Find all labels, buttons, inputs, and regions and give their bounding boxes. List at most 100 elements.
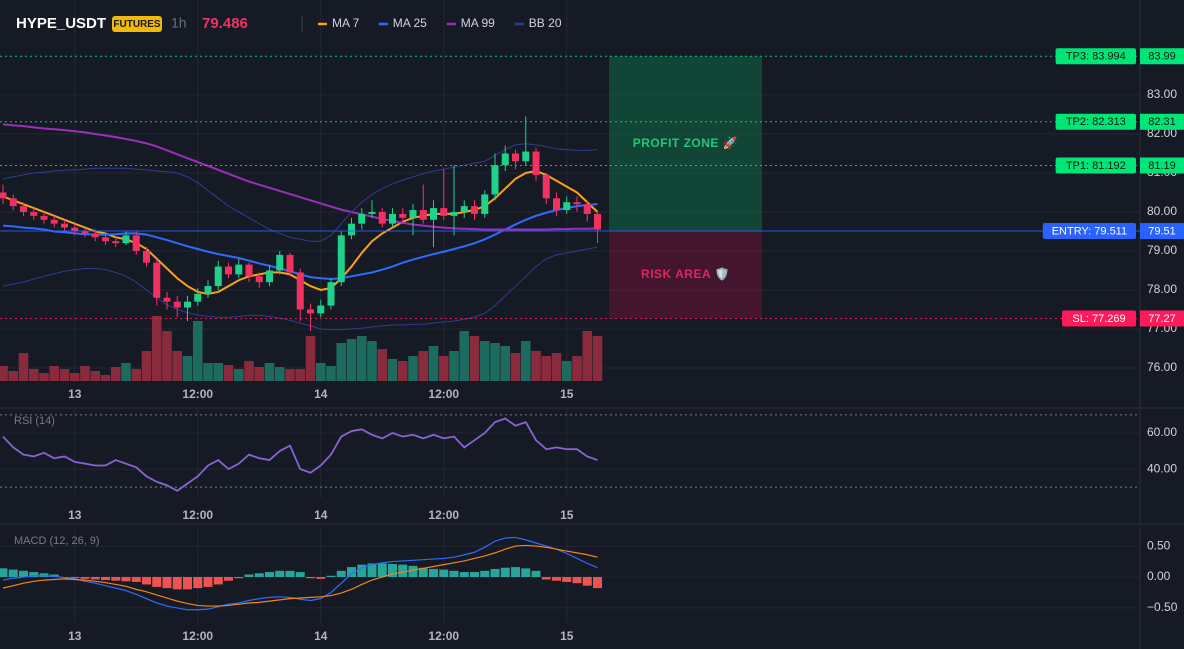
y-tick-label: 79.00: [1147, 243, 1177, 257]
volume-bar: [244, 361, 254, 381]
histogram-bar: [275, 570, 285, 577]
histogram-bar: [29, 572, 39, 577]
candle-body: [163, 297, 171, 302]
histogram-bar: [121, 577, 131, 582]
histogram-bar: [429, 568, 438, 577]
indicator-line: [2, 123, 598, 231]
candle-body: [50, 219, 58, 224]
candle-body: [245, 264, 253, 277]
candle-body: [563, 202, 571, 211]
legend-label: MA 25: [393, 16, 427, 30]
volume-bar: [285, 369, 295, 381]
volume-bar: [295, 369, 306, 381]
histogram-bar: [244, 574, 254, 577]
candle-body: [225, 266, 232, 275]
volume-bar: [28, 369, 39, 381]
candle-body: [389, 213, 396, 224]
volume-bar: [510, 353, 521, 381]
zone-label: PROFIT ZONE 🚀: [633, 136, 738, 150]
histogram-bar: [162, 577, 172, 589]
y-tick-label: 80.00: [1147, 204, 1177, 218]
y-tick-label: 40.00: [1147, 461, 1177, 475]
candle-body: [204, 286, 212, 294]
histogram-bar: [459, 572, 469, 577]
candle-body: [337, 235, 345, 283]
volume-bar: [254, 367, 265, 381]
volume-bar: [90, 371, 101, 381]
histogram-bar: [80, 577, 90, 579]
axis-tag-bg: [1140, 113, 1184, 130]
candle-body: [358, 213, 366, 224]
volume-bar: [274, 367, 285, 381]
volume-bar: [80, 366, 90, 381]
volume-bar: [162, 331, 172, 381]
volume-bar: [151, 316, 162, 381]
candle-body: [0, 192, 7, 199]
histogram-bar: [224, 577, 233, 581]
volume-bar: [408, 356, 418, 381]
volume-bar: [582, 331, 593, 381]
candle-body: [460, 206, 468, 212]
histogram-bar: [572, 577, 582, 584]
histogram-bar: [326, 575, 336, 577]
histogram-bar: [111, 577, 121, 581]
candle-body: [286, 254, 294, 273]
volume-bar: [264, 363, 275, 381]
x-tick-label: 14: [314, 387, 328, 401]
level-tag: TP1: 81.192: [1066, 160, 1126, 172]
candle-body: [399, 213, 407, 218]
x-tick-label: 12:00: [182, 387, 213, 401]
candle-body: [378, 211, 386, 224]
volume-bar: [336, 343, 347, 381]
zone: [609, 56, 762, 232]
volume-bar: [192, 321, 203, 381]
rsi-line: [2, 417, 598, 492]
volume-bar: [233, 369, 244, 381]
histogram-bar: [152, 577, 162, 587]
histogram-bar: [336, 570, 346, 577]
axis-tag: 77.27: [1148, 313, 1176, 325]
axis-tag: 79.51: [1148, 225, 1176, 237]
x-tick-label: 13: [68, 629, 82, 643]
candle-body: [184, 301, 191, 308]
histogram-bar: [306, 577, 315, 579]
candle-body: [153, 262, 161, 298]
histogram-bar: [541, 577, 551, 580]
histogram-bar: [295, 572, 305, 577]
histogram-bar: [511, 567, 520, 577]
volume-bar: [213, 363, 224, 381]
histogram-bar: [172, 577, 182, 590]
volume-bar: [449, 351, 459, 381]
candle-body: [430, 208, 437, 220]
candle-body: [348, 223, 355, 236]
volume-bar: [0, 366, 8, 381]
volume-bar: [110, 367, 121, 381]
histogram-bar: [183, 577, 192, 590]
candle-body: [553, 198, 560, 211]
legend-label: MA 99: [461, 16, 495, 30]
candle-body: [542, 174, 550, 199]
candle-body: [71, 227, 79, 232]
indicator-title: MACD (12, 26, 9): [14, 535, 100, 547]
x-tick-label: 14: [314, 629, 328, 643]
level-tag-bg: [1042, 223, 1136, 240]
volume-bar: [182, 356, 193, 381]
histogram-bar: [8, 569, 18, 577]
level-tag: SL: 77.269: [1072, 313, 1125, 325]
volume-bar: [500, 346, 511, 381]
zone-label: RISK AREA 🛡️: [641, 267, 730, 281]
level-tag-bg: [1055, 113, 1136, 130]
symbol: HYPE_USDT: [16, 15, 106, 32]
volume-bar: [428, 346, 439, 381]
volume-bar: [326, 366, 336, 381]
histogram-bar: [131, 577, 141, 582]
x-tick-label: 12:00: [182, 508, 213, 522]
x-tick-label: 12:00: [428, 387, 459, 401]
header: HYPE_USDT FUTURES 1h 79.486 MA 7 MA 25 MA …: [16, 15, 562, 32]
histogram-bar: [193, 577, 203, 589]
histogram-bar: [439, 569, 449, 577]
histogram-bar: [101, 577, 110, 581]
volume-bar: [572, 356, 582, 381]
x-tick-label: 12:00: [428, 508, 459, 522]
